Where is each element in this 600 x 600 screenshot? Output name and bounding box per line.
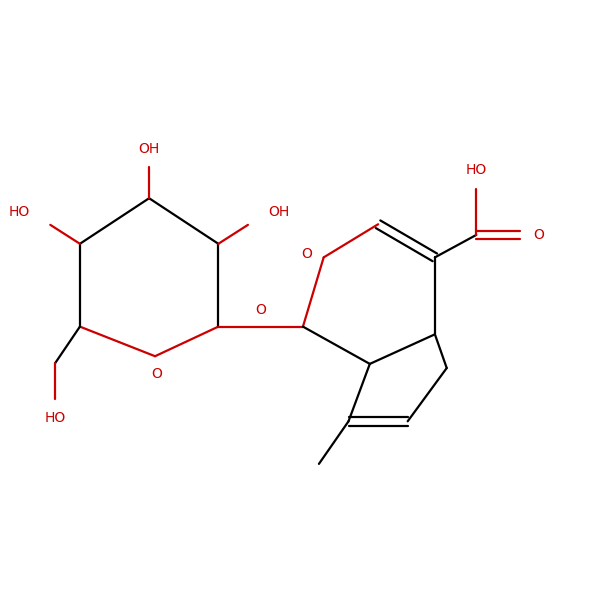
Text: OH: OH (139, 142, 160, 155)
Text: O: O (255, 303, 266, 317)
Text: HO: HO (44, 411, 65, 425)
Text: O: O (302, 247, 313, 261)
Text: HO: HO (466, 163, 487, 177)
Text: O: O (533, 228, 544, 242)
Text: HO: HO (8, 205, 29, 219)
Text: OH: OH (269, 205, 290, 219)
Text: O: O (151, 367, 161, 381)
